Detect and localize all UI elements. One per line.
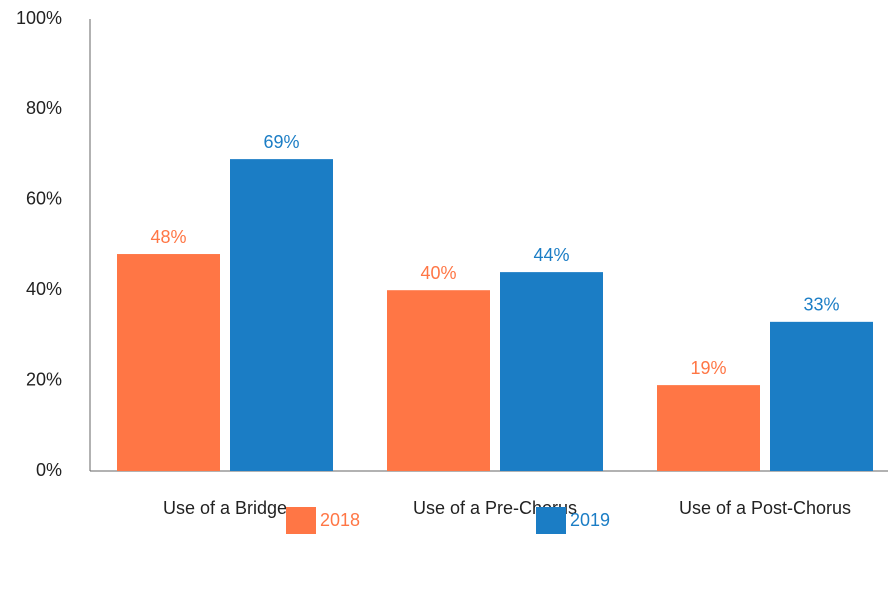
value-label: 48% <box>150 227 186 247</box>
bar <box>230 159 333 471</box>
x-tick-label: Use of a Post-Chorus <box>679 498 851 518</box>
legend-label: 2018 <box>320 510 360 530</box>
value-label: 69% <box>263 132 299 152</box>
legend-swatch <box>536 507 566 534</box>
y-tick-label: 40% <box>26 279 62 299</box>
value-label: 19% <box>690 358 726 378</box>
x-tick-label: Use of a Bridge <box>163 498 287 518</box>
value-label: 40% <box>420 263 456 283</box>
bar <box>117 254 220 471</box>
value-label: 33% <box>803 295 839 315</box>
bar <box>500 272 603 471</box>
legend-swatch <box>286 507 316 534</box>
y-tick-label: 100% <box>16 8 62 28</box>
y-tick-label: 0% <box>36 460 62 480</box>
bar <box>770 321 873 471</box>
bar <box>657 385 760 471</box>
bar <box>387 290 490 471</box>
y-tick-label: 20% <box>26 369 62 389</box>
y-tick-label: 80% <box>26 98 62 118</box>
value-label: 44% <box>533 245 569 265</box>
legend-label: 2019 <box>570 510 610 530</box>
y-tick-label: 60% <box>26 189 62 209</box>
